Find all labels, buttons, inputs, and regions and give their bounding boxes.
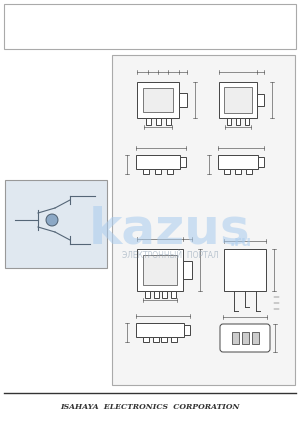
- Bar: [184, 325, 190, 335]
- Text: ISAHAYA  ELECTRONICS  CORPORATION: ISAHAYA ELECTRONICS CORPORATION: [60, 403, 240, 411]
- Bar: [112, 55, 295, 385]
- Bar: [143, 88, 173, 112]
- Bar: [251, 332, 259, 344]
- Bar: [155, 118, 160, 125]
- Bar: [235, 169, 241, 174]
- Bar: [171, 337, 177, 342]
- Bar: [224, 169, 230, 174]
- Bar: [154, 291, 158, 298]
- Circle shape: [46, 214, 58, 226]
- Bar: [170, 291, 175, 298]
- Bar: [153, 337, 159, 342]
- Bar: [218, 155, 258, 169]
- Bar: [5, 180, 107, 268]
- Bar: [232, 332, 238, 344]
- Bar: [143, 169, 149, 174]
- Text: .ru: .ru: [230, 235, 252, 249]
- Bar: [4, 4, 296, 49]
- Bar: [137, 249, 183, 291]
- Bar: [136, 323, 184, 337]
- Bar: [179, 93, 187, 107]
- Bar: [161, 337, 167, 342]
- Bar: [245, 118, 249, 125]
- Bar: [180, 157, 186, 167]
- Bar: [166, 118, 170, 125]
- Text: ЭЛЕКТРОННЫЙ  ПОРТАЛ: ЭЛЕКТРОННЫЙ ПОРТАЛ: [122, 251, 218, 259]
- Bar: [183, 261, 192, 279]
- Bar: [258, 157, 264, 167]
- Bar: [137, 82, 179, 118]
- Bar: [257, 94, 264, 106]
- Bar: [143, 337, 149, 342]
- Text: kazus: kazus: [89, 206, 251, 254]
- Bar: [227, 118, 231, 125]
- Bar: [155, 169, 161, 174]
- Bar: [236, 118, 240, 125]
- Bar: [224, 87, 252, 113]
- Bar: [136, 155, 180, 169]
- Bar: [219, 82, 257, 118]
- FancyBboxPatch shape: [220, 324, 270, 352]
- Bar: [161, 291, 166, 298]
- Bar: [167, 169, 173, 174]
- Bar: [246, 169, 252, 174]
- Bar: [143, 255, 177, 285]
- Bar: [242, 332, 248, 344]
- Bar: [146, 118, 151, 125]
- Bar: [145, 291, 149, 298]
- Bar: [224, 249, 266, 291]
